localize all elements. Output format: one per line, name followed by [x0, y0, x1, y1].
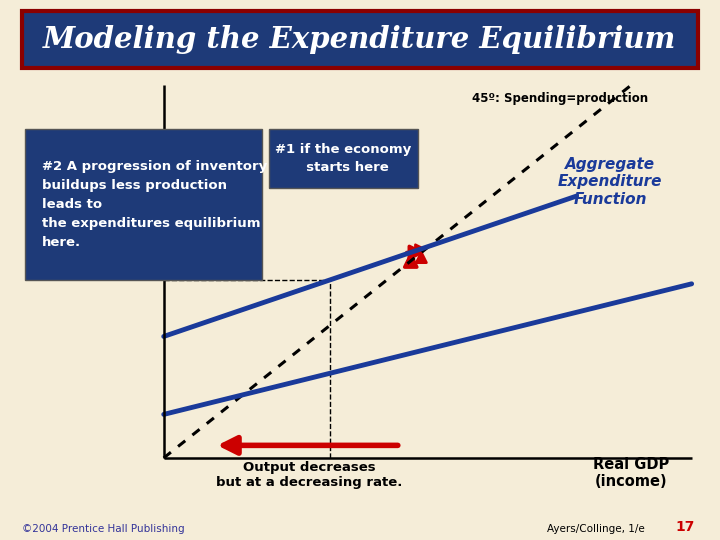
Text: Real GDP
(income): Real GDP (income): [593, 457, 669, 489]
Text: #1 if the economy
  starts here: #1 if the economy starts here: [275, 143, 411, 174]
FancyBboxPatch shape: [25, 130, 262, 280]
Text: #2 A progression of inventory
buildups less production
leads to
the expenditures: #2 A progression of inventory buildups l…: [42, 160, 267, 249]
Text: 45º: Spending=production: 45º: Spending=production: [472, 91, 648, 105]
Text: Aggregate
Expenditure
Function: Aggregate Expenditure Function: [558, 157, 662, 207]
FancyBboxPatch shape: [22, 11, 698, 68]
Text: Ayers/Collinge, 1/e: Ayers/Collinge, 1/e: [547, 523, 645, 534]
Text: ©2004 Prentice Hall Publishing: ©2004 Prentice Hall Publishing: [22, 523, 184, 534]
Text: Output decreases
but at a decreasing rate.: Output decreases but at a decreasing rat…: [216, 461, 402, 489]
FancyBboxPatch shape: [269, 130, 418, 188]
Text: 17: 17: [675, 519, 695, 534]
Text: Modeling the Expenditure Equilibrium: Modeling the Expenditure Equilibrium: [43, 25, 677, 53]
